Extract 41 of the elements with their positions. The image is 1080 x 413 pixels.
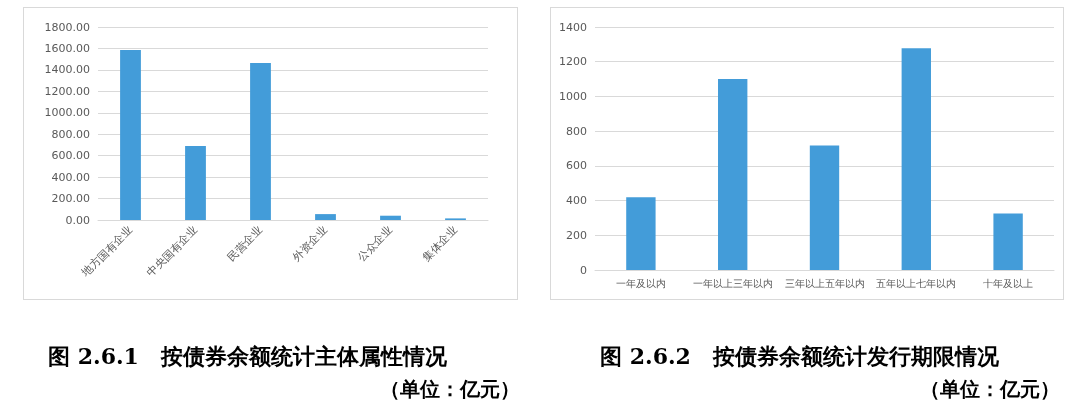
y-tick-label: 1000 xyxy=(559,89,587,103)
x-tick-label: 十年及以上 xyxy=(983,277,1034,289)
y-tick-label: 600 xyxy=(566,159,587,173)
x-tick-label: 一年以上三年以内 xyxy=(692,277,773,289)
text: 图 2.6.2 按债券余额统计发行期限情况 xyxy=(600,342,999,371)
y-tick-label: 400.00 xyxy=(51,170,90,184)
y-tick-label: 0 xyxy=(580,263,587,277)
x-tick-label: 五年以上七年以内 xyxy=(876,277,957,289)
bar xyxy=(993,213,1023,270)
y-tick-label: 1200 xyxy=(559,55,587,69)
y-tick-label: 1000.00 xyxy=(44,106,90,120)
y-tick-label: 1400.00 xyxy=(44,63,90,77)
bar xyxy=(901,48,931,270)
y-tick-label: 800 xyxy=(566,124,587,138)
bar xyxy=(120,50,141,220)
text: （单位：亿元） xyxy=(920,376,1060,403)
y-tick-label: 600.00 xyxy=(51,149,90,163)
y-tick-label: 800.00 xyxy=(51,127,90,141)
x-tick-label: 公众企业 xyxy=(354,223,396,264)
x-tick-label: 三年以上五年以内 xyxy=(784,277,865,289)
x-tick-label: 民营企业 xyxy=(224,223,266,264)
text: 图 2.6.1 按债券余额统计主体属性情况 xyxy=(48,342,447,371)
bar xyxy=(185,146,206,220)
bar xyxy=(718,79,748,270)
bar xyxy=(626,197,656,270)
x-tick-label: 一年及以内 xyxy=(615,277,666,289)
y-tick-label: 200 xyxy=(566,228,587,242)
y-tick-label: 1200.00 xyxy=(44,84,90,98)
y-tick-label: 1600.00 xyxy=(44,41,90,55)
x-tick-label: 外资企业 xyxy=(289,223,331,264)
x-tick-label: 集体企业 xyxy=(419,223,461,264)
bar xyxy=(250,62,271,220)
y-tick-label: 200.00 xyxy=(51,192,90,206)
bar xyxy=(380,215,401,220)
text: （单位：亿元） xyxy=(380,376,520,403)
x-tick-label: 中央国有企业 xyxy=(144,223,201,280)
y-tick-label: 400 xyxy=(566,194,587,208)
y-tick-label: 1800.00 xyxy=(44,20,90,34)
y-tick-label: 1400 xyxy=(559,20,587,34)
bar xyxy=(809,145,840,270)
bar xyxy=(315,214,336,220)
